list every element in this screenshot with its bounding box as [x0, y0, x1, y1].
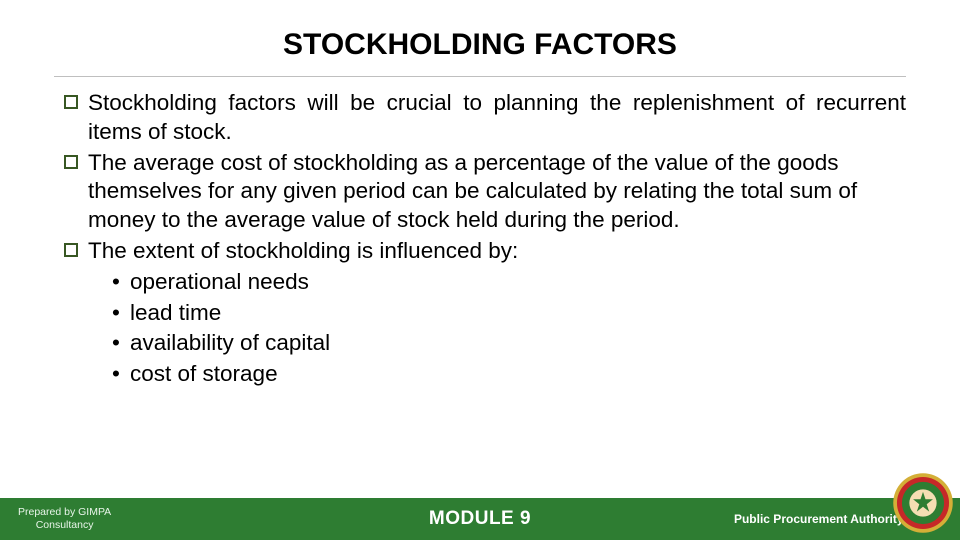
footer-prepared-by-line2: Consultancy	[18, 519, 111, 532]
checkbox-icon	[64, 243, 78, 257]
bullet-dot-icon: •	[112, 329, 130, 358]
slide-title: STOCKHOLDING FACTORS	[0, 0, 960, 76]
bullet-text: Stockholding factors will be crucial to …	[88, 89, 906, 147]
bullet-dot-icon: •	[112, 360, 130, 389]
checkbox-icon	[64, 95, 78, 109]
footer-module: MODULE 9	[429, 508, 531, 530]
slide: STOCKHOLDING FACTORS Stockholding factor…	[0, 0, 960, 540]
bullet-item: The extent of stockholding is influenced…	[64, 237, 906, 266]
footer-left: Prepared by GIMPA Consultancy	[18, 506, 111, 532]
slide-body: Stockholding factors will be crucial to …	[0, 89, 960, 391]
footer-prepared-by: Prepared by GIMPA	[18, 506, 111, 519]
checkbox-icon	[64, 155, 78, 169]
seal-icon	[892, 472, 954, 534]
bullet-text: The average cost of stockholding as a pe…	[88, 149, 906, 235]
sub-bullet-item: • lead time	[112, 299, 906, 328]
sub-bullet-item: • operational needs	[112, 268, 906, 297]
bullet-item: The average cost of stockholding as a pe…	[64, 149, 906, 235]
title-divider	[54, 76, 906, 77]
sub-bullet-text: availability of capital	[130, 329, 330, 358]
sub-bullet-text: cost of storage	[130, 360, 278, 389]
bullet-item: Stockholding factors will be crucial to …	[64, 89, 906, 147]
bullet-text: The extent of stockholding is influenced…	[88, 237, 906, 266]
footer-bar: Prepared by GIMPA Consultancy MODULE 9 P…	[0, 498, 960, 540]
bullet-dot-icon: •	[112, 299, 130, 328]
sub-bullet-item: • availability of capital	[112, 329, 906, 358]
sub-bullet-text: operational needs	[130, 268, 309, 297]
bullet-dot-icon: •	[112, 268, 130, 297]
sub-bullet-text: lead time	[130, 299, 221, 328]
sub-bullet-item: • cost of storage	[112, 360, 906, 389]
sub-bullet-list: • operational needs • lead time • availa…	[64, 268, 906, 389]
